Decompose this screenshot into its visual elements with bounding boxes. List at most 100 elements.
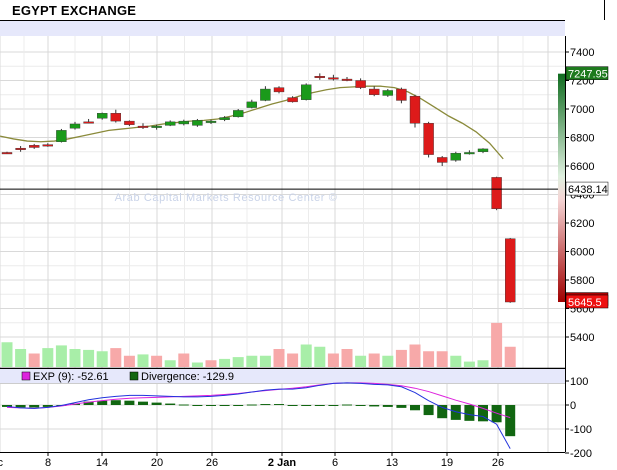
volume-bar <box>300 344 312 367</box>
macd-divergence-bar <box>15 405 26 408</box>
date-tick-label: 19 <box>441 457 453 469</box>
macd-divergence-bar <box>192 405 203 406</box>
candle-body <box>96 113 108 119</box>
candle-body <box>382 90 393 96</box>
macd-divergence-bar <box>124 400 135 405</box>
macd-panel <box>2 382 516 449</box>
macd-divergence-bar <box>83 401 94 405</box>
macd-divergence-bar <box>165 403 176 405</box>
volume-bar <box>96 351 108 367</box>
volume-bar <box>259 355 271 367</box>
price-tick-label: 5400 <box>570 332 594 344</box>
exp-legend-swatch <box>21 371 31 381</box>
candle-body <box>69 123 81 129</box>
volume-bar <box>450 355 462 367</box>
macd-tick-label: 100 <box>570 376 588 388</box>
macd-divergence-bar <box>369 405 380 407</box>
volume-bar <box>232 357 244 367</box>
macd-divergence-bar <box>246 404 257 406</box>
volume-bar <box>423 351 435 367</box>
volume-bar <box>55 345 67 367</box>
macd-divergence-bar <box>314 405 325 406</box>
macd-divergence-bar <box>178 404 189 406</box>
volume-bar <box>219 358 231 367</box>
macd-axis: 100 0 -100 -200 <box>565 376 592 460</box>
candle-body <box>477 148 489 152</box>
candle-body <box>369 88 380 95</box>
volume-bar <box>178 353 190 367</box>
price-badge <box>565 66 609 80</box>
chart-title: EGYPT EXCHANGE <box>12 3 137 18</box>
watermark: Arab Capital Markets Resource Center © <box>115 192 338 204</box>
macd-divergence-bar <box>437 405 448 419</box>
candle-body <box>205 120 217 123</box>
volume-bar <box>436 351 448 367</box>
macd-divergence-bar <box>396 405 407 408</box>
macd-divergence-bar <box>110 400 121 405</box>
macd-divergence-bar <box>328 405 339 406</box>
macd-line <box>6 382 511 449</box>
candle-body <box>341 78 353 81</box>
candle-body <box>260 88 271 101</box>
candle-body <box>273 87 285 93</box>
date-tick-label: 6 <box>332 457 338 469</box>
volume-bar <box>69 349 81 367</box>
volume-bar <box>314 346 326 367</box>
candle-body <box>314 76 325 78</box>
price-badge-label: 5645.5 <box>568 297 602 309</box>
candle-body <box>505 238 516 303</box>
candle-body <box>29 145 40 148</box>
volume-bar <box>137 354 149 367</box>
date-axis: ec 8 14 20 26 2 Jan 6 13 19 26 <box>0 452 504 469</box>
macd-divergence-bar <box>342 404 352 406</box>
volume-bar <box>1 342 13 367</box>
volume-bar <box>164 360 176 367</box>
date-tick-label: 26 <box>206 457 218 469</box>
volume-bar <box>477 360 489 367</box>
macd-legend-band <box>0 369 565 383</box>
volume-bars <box>1 322 516 367</box>
volume-bar <box>504 346 516 367</box>
candle-body <box>328 77 339 80</box>
macd-divergence-bar <box>505 405 516 437</box>
candle-body <box>110 113 122 122</box>
candle-body <box>301 84 312 100</box>
candle-body <box>437 157 448 163</box>
candle-body <box>164 121 176 126</box>
divergence-legend-swatch <box>129 371 139 381</box>
volume-bar <box>409 344 421 367</box>
candle-body <box>83 121 94 124</box>
macd-divergence-bar <box>29 405 40 408</box>
volume-bar <box>28 353 40 367</box>
candle-body <box>192 120 203 126</box>
candle-body <box>1 152 13 155</box>
volume-bar <box>395 349 407 367</box>
volume-bar <box>382 355 394 367</box>
macd-divergence-bar <box>274 404 284 406</box>
candle-body <box>56 130 67 142</box>
price-badge-label: 7247.95 <box>568 69 608 81</box>
macd-divergence-bar <box>382 405 393 407</box>
macd-divergence-bar <box>2 405 12 407</box>
volume-bar <box>42 348 54 367</box>
candle-body <box>137 125 149 128</box>
price-tick-label: 7400 <box>570 47 594 59</box>
price-tick-label: 5800 <box>570 275 594 287</box>
header-band <box>0 21 565 36</box>
date-tick-label: ec <box>0 457 3 469</box>
macd-divergence-bar <box>151 402 162 405</box>
macd-divergence-bar <box>287 405 298 406</box>
price-badge <box>565 181 609 196</box>
price-tick-label: 6000 <box>570 247 594 259</box>
volume-bar <box>205 360 217 367</box>
price-scale-bar <box>558 73 565 303</box>
macd-divergence-bar <box>478 405 488 422</box>
price-badge-label: 6438.14 <box>568 184 608 196</box>
macd-divergence-bar <box>355 405 366 406</box>
volume-bar <box>151 355 163 367</box>
candle-body <box>409 95 421 124</box>
macd-tick-label: -100 <box>570 424 592 436</box>
candle-body <box>15 147 26 150</box>
